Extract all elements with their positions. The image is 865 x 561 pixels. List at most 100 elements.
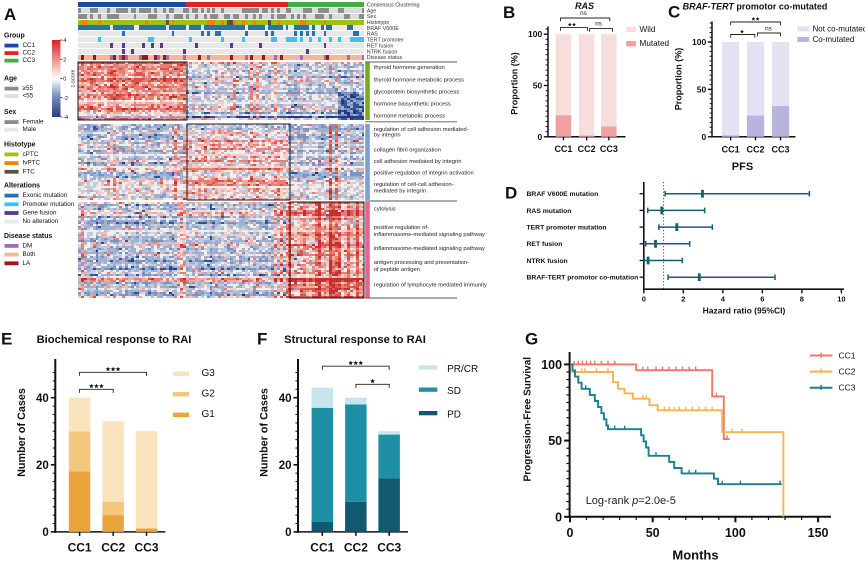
svg-text:LA: LA: [23, 260, 32, 267]
svg-text:cytolysis: cytolysis: [374, 207, 396, 213]
svg-text:100: 100: [725, 526, 746, 540]
svg-text:BRAF V600E: BRAF V600E: [367, 26, 399, 32]
svg-text:50: 50: [697, 84, 707, 94]
svg-text:SD: SD: [447, 386, 461, 397]
svg-text:CC1: CC1: [722, 144, 740, 154]
svg-text:Number of Cases: Number of Cases: [16, 388, 28, 477]
svg-text:0: 0: [701, 132, 706, 142]
svg-text:BRAF-TERT promotor co-mutated: BRAF-TERT promotor co-mutated: [683, 2, 828, 12]
svg-text:G2: G2: [202, 389, 216, 400]
svg-text:BRAF V600E mutation: BRAF V600E mutation: [527, 191, 599, 198]
svg-text:CC1: CC1: [23, 42, 36, 49]
svg-text:CC2: CC2: [747, 144, 765, 154]
svg-text:by integrin: by integrin: [374, 133, 401, 139]
svg-text:G3: G3: [202, 368, 216, 379]
svg-text:regulation of cell adhesion me: regulation of cell adhesion mediated-: [374, 127, 469, 133]
svg-text:TERT promoter: TERT promoter: [367, 38, 404, 44]
svg-text:4: 4: [63, 38, 66, 44]
svg-text:20: 20: [36, 460, 49, 472]
svg-text:Histotype: Histotype: [367, 20, 389, 26]
svg-text:0: 0: [285, 527, 291, 539]
svg-text:positive regulation of-: positive regulation of-: [374, 225, 429, 231]
svg-text:RAS: RAS: [575, 1, 594, 11]
svg-text:-4: -4: [63, 115, 68, 121]
svg-text:Male: Male: [23, 126, 37, 133]
svg-text:100: 100: [692, 37, 706, 47]
svg-text:Age: Age: [367, 8, 377, 14]
svg-text:CC3: CC3: [600, 144, 618, 154]
svg-text:collagen fibril organization: collagen fibril organization: [374, 148, 441, 154]
svg-text:40: 40: [279, 393, 292, 405]
svg-text:CC3: CC3: [134, 540, 158, 554]
svg-text:Sex: Sex: [4, 109, 16, 116]
svg-text:hormone metabolic process: hormone metabolic process: [374, 114, 445, 120]
svg-text:CC2: CC2: [23, 50, 36, 57]
svg-text:BRAF-TERT promotor co-mutation: BRAF-TERT promotor co-mutation: [527, 275, 639, 282]
svg-text:hormone biosynthetic process: hormone biosynthetic process: [374, 102, 451, 108]
svg-text:CC3: CC3: [377, 540, 401, 554]
svg-text:Mutated: Mutated: [640, 39, 670, 48]
svg-text:mediated by integrin: mediated by integrin: [374, 189, 426, 195]
svg-text:Gene fusion: Gene fusion: [23, 210, 57, 217]
svg-text:Group: Group: [4, 33, 25, 40]
svg-text:20: 20: [279, 460, 292, 472]
svg-text:Both: Both: [23, 251, 36, 258]
svg-text:ns: ns: [595, 21, 602, 28]
svg-text:regulation of lymphocyte media: regulation of lymphocyte mediated immuni…: [374, 283, 487, 289]
svg-text:ns: ns: [580, 10, 587, 17]
svg-text:regulation of cell-cell adhesi: regulation of cell-cell adhesion-: [374, 182, 454, 188]
svg-text:Log-rank p=2.0e-5: Log-rank p=2.0e-5: [586, 495, 676, 507]
svg-text:0: 0: [63, 77, 66, 83]
svg-text:TERT promoter mutation: TERT promoter mutation: [527, 225, 607, 232]
svg-text:4: 4: [721, 295, 726, 304]
svg-text:DM: DM: [23, 242, 33, 249]
svg-text:0: 0: [537, 132, 542, 142]
svg-text:RET fusion: RET fusion: [527, 241, 563, 248]
svg-text:G1: G1: [202, 409, 216, 420]
svg-text:50: 50: [548, 434, 562, 448]
svg-text:E: E: [1, 330, 12, 349]
svg-text:antigen processing and present: antigen processing and presentation-: [374, 260, 469, 266]
svg-text:Structural response to RAI: Structural response to RAI: [284, 334, 426, 346]
svg-text:of peptide antigen: of peptide antigen: [374, 267, 420, 273]
svg-text:No alteration: No alteration: [23, 218, 59, 225]
svg-text:Progression-Free Survival: Progression-Free Survival: [522, 357, 533, 482]
svg-text:150: 150: [808, 526, 829, 540]
svg-text:Not co-mutated: Not co-mutated: [813, 25, 865, 34]
svg-text:positive regulation of integri: positive regulation of integrin activati…: [374, 171, 474, 177]
svg-text:RET fusion: RET fusion: [367, 43, 394, 49]
svg-text:fvPTC: fvPTC: [23, 160, 41, 167]
svg-text:Proportion (%): Proportion (%): [674, 48, 684, 111]
svg-text:Alterations: Alterations: [4, 183, 40, 190]
svg-text:Co-mutated: Co-mutated: [813, 35, 855, 44]
svg-text:Exonic mutation: Exonic mutation: [23, 192, 68, 199]
svg-text:cPTC: cPTC: [23, 151, 39, 158]
svg-text:Histotype: Histotype: [4, 141, 36, 148]
svg-text:0: 0: [555, 510, 562, 524]
svg-text:C: C: [668, 3, 680, 22]
svg-text:B: B: [503, 3, 515, 22]
svg-text:2: 2: [63, 57, 66, 63]
svg-text:<55: <55: [23, 93, 34, 100]
svg-text:Number of Cases: Number of Cases: [259, 388, 271, 477]
svg-text:CC1: CC1: [839, 351, 856, 361]
svg-text:thyroid hormone metabolic proc: thyroid hormone metabolic process: [374, 77, 464, 83]
svg-text:Hazard ratio (95%CI): Hazard ratio (95%CI): [703, 306, 786, 316]
svg-text:100: 100: [528, 29, 542, 39]
svg-text:≥55: ≥55: [23, 85, 34, 92]
svg-text:RAS: RAS: [367, 32, 378, 38]
svg-text:CC3: CC3: [839, 383, 856, 393]
svg-text:RAS mutation: RAS mutation: [527, 208, 572, 215]
svg-text:F: F: [257, 330, 267, 349]
svg-text:Disease status: Disease status: [4, 233, 52, 240]
svg-text:Biochemical response to RAI: Biochemical response to RAI: [37, 334, 192, 346]
svg-text:ns: ns: [765, 26, 772, 33]
svg-text:CC3: CC3: [23, 57, 36, 64]
svg-text:100: 100: [541, 358, 562, 372]
svg-text:50: 50: [646, 526, 660, 540]
svg-text:CC3: CC3: [772, 144, 790, 154]
svg-text:G: G: [525, 330, 538, 349]
svg-text:NTRK fusion: NTRK fusion: [367, 49, 398, 55]
svg-text:z-score: z-score: [71, 69, 77, 87]
svg-text:8: 8: [800, 295, 804, 304]
